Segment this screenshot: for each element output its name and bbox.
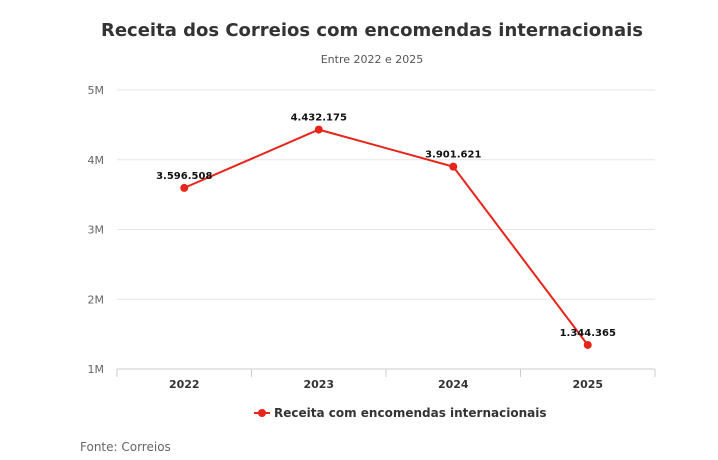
y-tick-label: 5M — [88, 84, 105, 97]
chart-subtitle: Entre 2022 e 2025 — [320, 53, 424, 66]
y-tick-label: 1M — [88, 363, 105, 376]
x-tick-label: 2025 — [572, 378, 603, 391]
y-tick-label: 2M — [88, 293, 105, 306]
data-point — [180, 183, 189, 192]
data-point — [583, 340, 592, 349]
data-label: 3.901.621 — [425, 150, 481, 161]
legend-marker-icon — [258, 409, 266, 417]
x-tick-label: 2023 — [303, 378, 334, 391]
y-tick-label: 4M — [88, 154, 105, 167]
x-tick-label: 2024 — [438, 378, 469, 391]
x-tick-label: 2022 — [169, 378, 200, 391]
data-label: 4.432.175 — [291, 113, 347, 124]
y-tick-label: 3M — [88, 224, 105, 237]
data-label: 1.344.365 — [560, 328, 616, 339]
data-point — [449, 162, 458, 171]
data-label: 3.596.508 — [156, 171, 212, 182]
legend-label: Receita com encomendas internacionais — [274, 406, 546, 420]
chart-title: Receita dos Correios com encomendas inte… — [100, 20, 643, 41]
data-point — [314, 125, 323, 134]
source-note: Fonte: Correios — [80, 440, 171, 454]
series-line — [183, 128, 589, 346]
